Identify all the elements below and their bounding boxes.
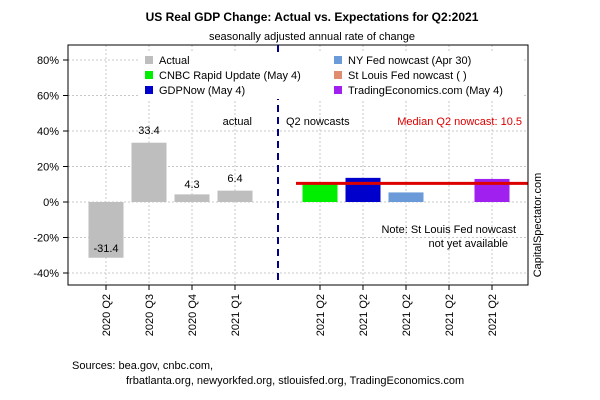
y-tick-label: 80% xyxy=(37,55,59,67)
bar-actual-2021q1 xyxy=(217,190,253,202)
note-line-2: not yet available xyxy=(429,238,509,250)
legend-swatch xyxy=(145,56,153,64)
legend-label: TradingEconomics.com (May 4) xyxy=(348,85,503,97)
x-axis: 2020 Q2 2020 Q3 2020 Q4 2021 Q1 2021 Q2 2021 … xyxy=(101,285,499,336)
y-axis: -40% -20% 0% 20% 40% 60% 80% xyxy=(33,55,68,280)
y-tick-label: 0% xyxy=(43,197,59,209)
x-tick-label: 2021 Q1 xyxy=(230,294,242,336)
y-tick-label: -20% xyxy=(33,233,59,245)
legend-swatch xyxy=(145,71,153,79)
legend-label: NY Fed nowcast (Apr 30) xyxy=(348,55,471,67)
legend-label: Actual xyxy=(159,55,190,67)
nowcast-annotation: Q2 nowcasts xyxy=(286,116,350,128)
x-tick-label: 2020 Q4 xyxy=(187,294,199,336)
bar-nowcast-0 xyxy=(302,184,338,202)
legend-swatch xyxy=(334,71,342,79)
x-tick-label: 2021 Q2 xyxy=(401,294,413,336)
legend: Actual CNBC Rapid Update (May 4) GDPNow (M… xyxy=(138,53,524,99)
y-tick-label: 20% xyxy=(37,162,59,174)
chart-title: US Real GDP Change: Actual vs. Expectati… xyxy=(146,10,479,24)
x-tick-label: 2021 Q2 xyxy=(444,294,456,336)
sources-line-1: Sources: bea.gov, cnbc.com, xyxy=(72,360,213,372)
legend-swatch xyxy=(334,86,342,94)
legend-label: CNBC Rapid Update (May 4) xyxy=(159,70,301,82)
legend-label: GDPNow (May 4) xyxy=(159,85,245,97)
x-tick-label: 2020 Q3 xyxy=(144,294,156,336)
y-tick-label: -40% xyxy=(33,268,59,280)
credit-text: CapitalSpectator.com xyxy=(532,173,544,278)
legend-swatch xyxy=(334,56,342,64)
x-tick-label: 2021 Q2 xyxy=(358,294,370,336)
value-label-2020q2: -31.4 xyxy=(93,243,118,255)
legend-label: St Louis Fed nowcast ( ) xyxy=(348,70,467,82)
sources-line-2: frbatlanta.org, newyorkfed.org, stlouisf… xyxy=(126,375,464,387)
legend-box xyxy=(138,53,524,99)
bar-actual-2020q2 xyxy=(88,202,124,258)
note-line-1: Note: St Louis Fed nowcast xyxy=(381,224,516,236)
median-label: Median Q2 nowcast: 10.5 xyxy=(397,116,522,128)
legend-swatch xyxy=(145,86,153,94)
x-tick-label: 2021 Q2 xyxy=(487,294,499,336)
x-tick-label: 2020 Q2 xyxy=(101,294,113,336)
y-tick-label: 60% xyxy=(37,91,59,103)
value-label-2021q1: 6.4 xyxy=(227,173,242,185)
bar-nowcast-1 xyxy=(345,177,381,202)
bar-actual-2020q4 xyxy=(174,194,210,202)
y-tick-label: 40% xyxy=(37,126,59,138)
bar-actual-2020q3 xyxy=(131,142,167,202)
x-tick-label: 2021 Q2 xyxy=(315,294,327,336)
chart-subtitle: seasonally adjusted annual rate of chang… xyxy=(209,31,415,43)
value-label-2020q4: 4.3 xyxy=(184,179,199,191)
bar-nowcast-2 xyxy=(388,192,424,202)
actual-annotation: actual xyxy=(223,116,252,128)
plot-frame xyxy=(67,44,529,286)
value-label-2020q3: 33.4 xyxy=(138,125,159,137)
